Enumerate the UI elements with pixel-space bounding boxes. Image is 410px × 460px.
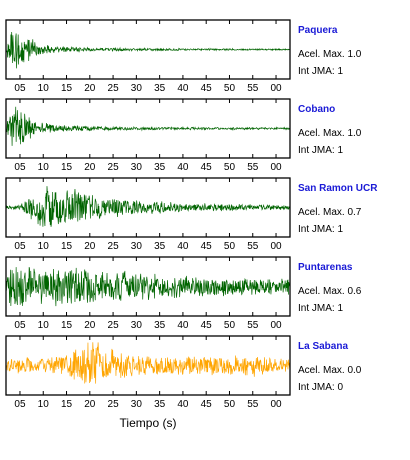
x-tick-label: 20 xyxy=(84,320,96,331)
x-tick-label: 15 xyxy=(61,83,73,94)
accel-max-label: Acel. Max. 0.0 xyxy=(298,365,362,376)
panel-frame xyxy=(5,256,291,317)
x-tick-label: 10 xyxy=(38,241,50,252)
waveform-trace xyxy=(5,186,291,227)
accel-max-label: Acel. Max. 1.0 xyxy=(298,49,362,60)
x-tick-label: 50 xyxy=(224,320,236,331)
station-name: Puntarenas xyxy=(298,262,353,273)
waveform-trace xyxy=(5,106,291,146)
x-tick-label: 50 xyxy=(224,241,236,252)
x-tick-label: 50 xyxy=(224,162,236,173)
x-tick-label: 15 xyxy=(61,320,73,331)
x-tick-label: 40 xyxy=(177,399,189,410)
int-jma-label: Int JMA: 1 xyxy=(298,224,343,235)
x-tick-label: 10 xyxy=(38,83,50,94)
x-tick-label: 45 xyxy=(201,399,213,410)
x-tick-label: 50 xyxy=(224,83,236,94)
waveform-trace xyxy=(5,342,291,384)
accel-max-label: Acel. Max. 1.0 xyxy=(298,128,362,139)
int-jma-label: Int JMA: 1 xyxy=(298,145,343,156)
x-tick-label: 40 xyxy=(177,241,189,252)
int-jma-label: Int JMA: 0 xyxy=(298,382,343,393)
accel-max-label: Acel. Max. 0.6 xyxy=(298,286,362,297)
x-tick-label: 05 xyxy=(14,241,26,252)
x-tick-label: 15 xyxy=(61,399,73,410)
x-tick-label: 25 xyxy=(108,399,120,410)
station-name: San Ramon UCR xyxy=(298,183,378,194)
x-tick-label: 45 xyxy=(201,83,213,94)
x-tick-label: 30 xyxy=(131,83,143,94)
x-tick-label: 45 xyxy=(201,162,213,173)
x-tick-label: 30 xyxy=(131,320,143,331)
x-tick-label: 30 xyxy=(131,399,143,410)
x-tick-label: 50 xyxy=(224,399,236,410)
x-tick-label: 00 xyxy=(270,241,282,252)
x-tick-label: 20 xyxy=(84,162,96,173)
x-tick-label: 00 xyxy=(270,399,282,410)
station-name: Paquera xyxy=(298,25,338,36)
x-tick-label: 55 xyxy=(247,399,259,410)
x-tick-label: 00 xyxy=(270,162,282,173)
x-tick-label: 55 xyxy=(247,320,259,331)
x-tick-label: 05 xyxy=(14,399,26,410)
x-tick-label: 10 xyxy=(38,162,50,173)
waveform-trace xyxy=(5,32,291,69)
x-tick-label: 25 xyxy=(108,83,120,94)
x-tick-label: 55 xyxy=(247,162,259,173)
x-tick-label: 05 xyxy=(14,162,26,173)
x-tick-label: 55 xyxy=(247,241,259,252)
x-tick-label: 10 xyxy=(38,320,50,331)
x-tick-label: 25 xyxy=(108,320,120,331)
x-tick-label: 00 xyxy=(270,83,282,94)
x-tick-label: 30 xyxy=(131,241,143,252)
x-tick-label: 20 xyxy=(84,241,96,252)
x-tick-label: 20 xyxy=(84,399,96,410)
x-tick-label: 40 xyxy=(177,162,189,173)
panel-frame xyxy=(5,19,291,80)
x-tick-label: 20 xyxy=(84,83,96,94)
x-tick-label: 55 xyxy=(247,83,259,94)
x-tick-label: 40 xyxy=(177,320,189,331)
panel-frame xyxy=(5,177,291,238)
station-name: La Sabana xyxy=(298,341,348,352)
x-tick-label: 35 xyxy=(154,83,166,94)
waveform-trace xyxy=(5,267,291,307)
panel-frame xyxy=(5,98,291,159)
x-tick-label: 35 xyxy=(154,162,166,173)
x-tick-label: 40 xyxy=(177,83,189,94)
accel-max-label: Acel. Max. 0.7 xyxy=(298,207,362,218)
x-tick-label: 00 xyxy=(270,320,282,331)
x-tick-label: 25 xyxy=(108,241,120,252)
x-tick-label: 35 xyxy=(154,399,166,410)
int-jma-label: Int JMA: 1 xyxy=(298,66,343,77)
x-tick-label: 10 xyxy=(38,399,50,410)
station-name: Cobano xyxy=(298,104,335,115)
x-tick-label: 45 xyxy=(201,320,213,331)
panel-frame xyxy=(5,335,291,396)
x-tick-label: 35 xyxy=(154,320,166,331)
int-jma-label: Int JMA: 1 xyxy=(298,303,343,314)
x-tick-label: 05 xyxy=(14,320,26,331)
x-axis-label: Tiempo (s) xyxy=(120,416,177,430)
x-tick-label: 25 xyxy=(108,162,120,173)
x-tick-label: 45 xyxy=(201,241,213,252)
x-tick-label: 15 xyxy=(61,241,73,252)
x-tick-label: 05 xyxy=(14,83,26,94)
x-tick-label: 30 xyxy=(131,162,143,173)
x-tick-label: 15 xyxy=(61,162,73,173)
x-tick-label: 35 xyxy=(154,241,166,252)
